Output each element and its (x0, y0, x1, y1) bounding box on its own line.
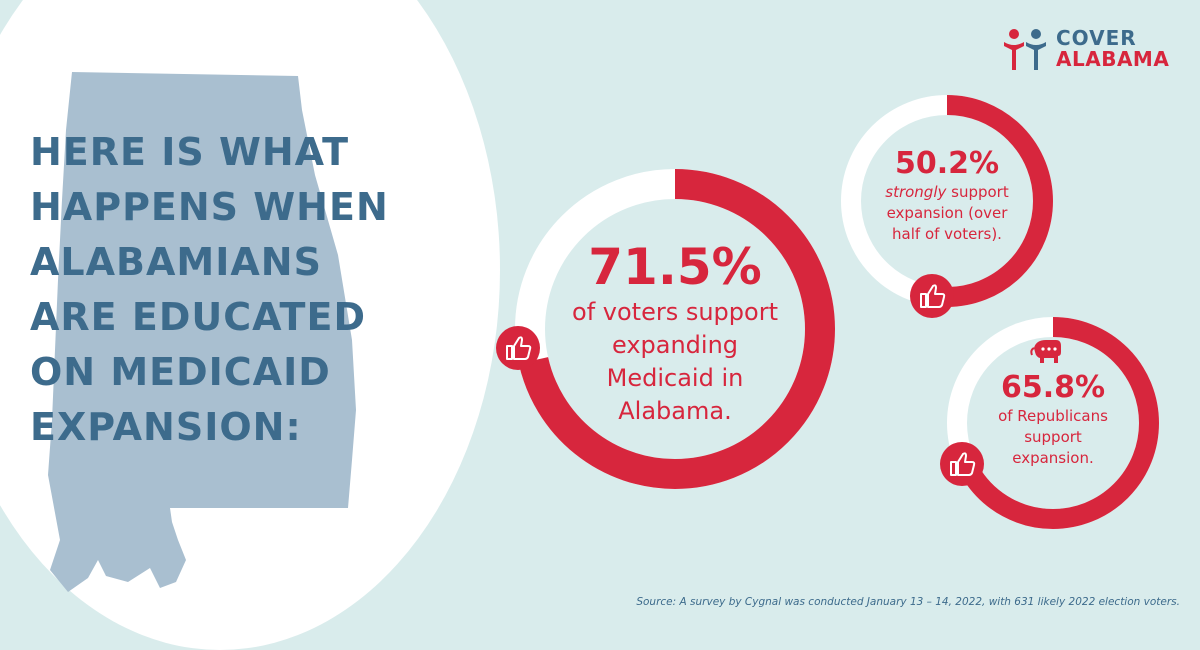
ring-progress-arc (947, 317, 1159, 529)
strongly-emphasis: strongly (885, 183, 947, 201)
republicans-stat-desc: expansion. (1012, 449, 1094, 467)
main-stat-text: 71.5% of voters support expanding Medica… (550, 238, 800, 428)
cover-alabama-logo: COVER ALABAMA (1002, 26, 1180, 74)
thumbs-up-icon (910, 274, 954, 318)
logo-cover-text: COVER (1056, 26, 1137, 50)
strong-stat-desc-rest: support (946, 183, 1009, 201)
ring-progress-arc (515, 169, 835, 489)
strong-stat-desc: strongly support (847, 182, 1047, 203)
headline-line: ARE EDUCATED (30, 295, 366, 339)
headline-line: ON MEDICAID (30, 350, 331, 394)
alabama-map-icon (48, 72, 356, 592)
main-stat-percent: 71.5% (588, 238, 762, 296)
source-note: Source: A survey by Cygnal was conducted… (636, 596, 1180, 608)
headline-line: HAPPENS WHEN (30, 185, 389, 229)
headline: HERE IS WHAT HAPPENS WHEN ALABAMIANS ARE… (30, 125, 450, 455)
main-stat-desc: Medicaid in (606, 364, 744, 392)
headline-line: HERE IS WHAT (30, 130, 350, 174)
republicans-stat-percent: 65.8% (1000, 370, 1106, 405)
main-stat-ring (515, 169, 835, 489)
republican-elephant-icon (1030, 340, 1061, 363)
thumbs-up-icon (940, 442, 984, 486)
strong-stat-desc: expansion (over (886, 204, 1008, 222)
people-logo-icon (1004, 29, 1046, 70)
headline-line: ALABAMIANS (30, 240, 322, 284)
strong-stat-text: 50.2% strongly support expansion (over h… (847, 146, 1047, 245)
main-stat-desc: expanding (611, 331, 739, 359)
republicans-stat-desc: of Republicans (998, 407, 1108, 425)
main-stat-desc: Alabama. (618, 397, 732, 425)
strong-stat-desc: half of voters). (892, 225, 1002, 243)
republicans-ring (947, 317, 1159, 529)
main-stat-desc: of voters support (572, 298, 778, 326)
headline-line: EXPANSION: (30, 405, 302, 449)
republicans-stat-desc: support (1024, 428, 1082, 446)
republicans-stat-text: 65.8% of Republicans support expansion. (953, 370, 1153, 469)
logo-alabama-text: ALABAMA (1056, 47, 1170, 71)
strong-stat-percent: 50.2% (894, 146, 1000, 181)
thumbs-up-icon (496, 326, 540, 370)
